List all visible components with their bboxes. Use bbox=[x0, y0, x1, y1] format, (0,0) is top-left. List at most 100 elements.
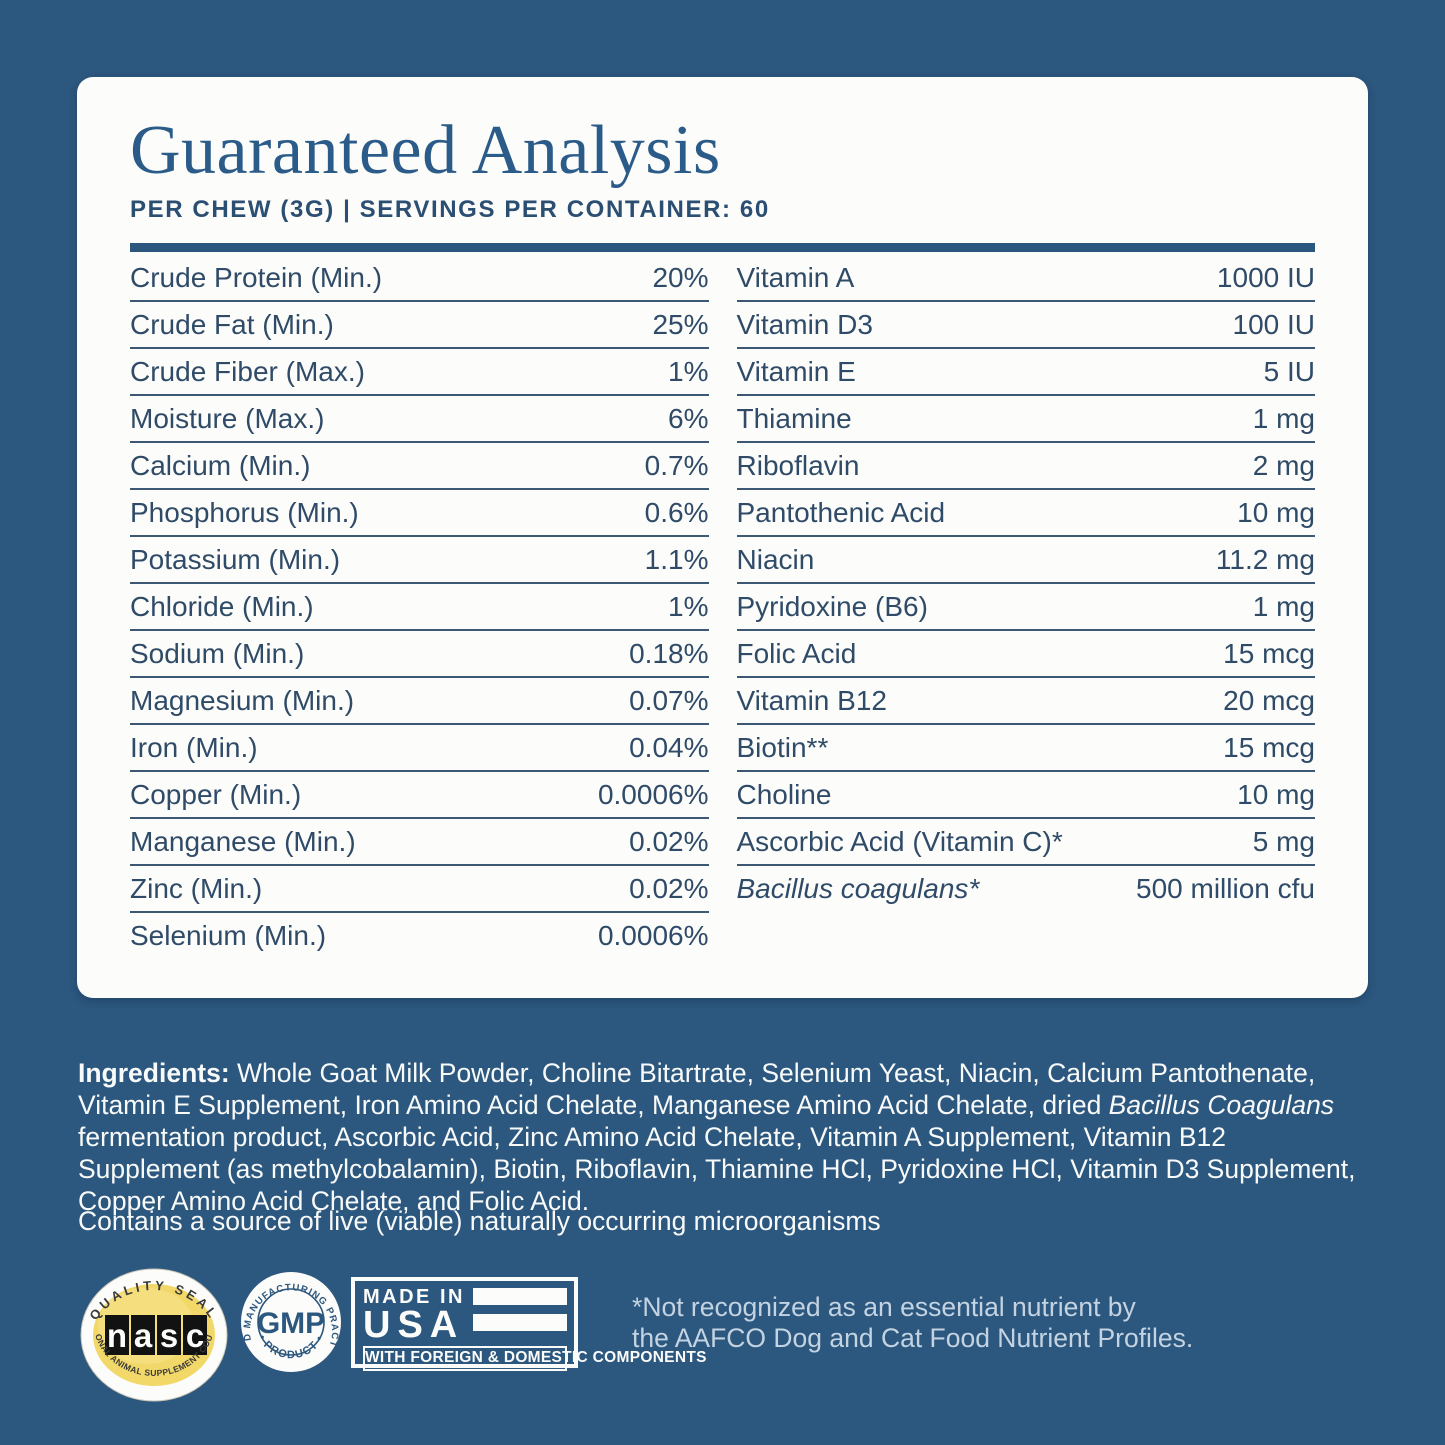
nutrient-value: 500 million cfu bbox=[1136, 872, 1315, 904]
serving-info: PER CHEW (3G) | SERVINGS PER CONTAINER: … bbox=[130, 196, 770, 223]
nutrient-value: 11.2 mg bbox=[1215, 543, 1315, 575]
guaranteed-analysis-card: Guaranteed Analysis PER CHEW (3G) | SERV… bbox=[77, 77, 1368, 998]
nutrient-name: Phosphorus (Min.) bbox=[130, 496, 359, 528]
usa-badge-top: MADE IN USA bbox=[363, 1286, 567, 1344]
nutrient-value: 25% bbox=[652, 308, 709, 340]
footnote-line-2: the AAFCO Dog and Cat Food Nutrient Prof… bbox=[632, 1323, 1194, 1353]
ingredients-paragraph: Ingredients: Whole Goat Milk Powder, Cho… bbox=[78, 1057, 1370, 1217]
nutrient-name: Selenium (Min.) bbox=[130, 919, 327, 951]
nutrient-value: 2 mg bbox=[1252, 449, 1315, 481]
analysis-row: Biotin** 15 mcg bbox=[736, 725, 1315, 772]
analysis-row: Folic Acid 15 mcg bbox=[736, 631, 1315, 678]
nutrient-value: 6% bbox=[668, 402, 709, 434]
nutrient-value: 1.1% bbox=[644, 543, 709, 575]
nutrient-value: 15 mcg bbox=[1223, 637, 1315, 669]
nutrient-value: 20% bbox=[652, 261, 709, 293]
ingredients-label: Ingredients: bbox=[78, 1057, 230, 1088]
analysis-row: Pyridoxine (B6) 1 mg bbox=[736, 584, 1315, 631]
nutrient-value: 5 IU bbox=[1263, 355, 1315, 387]
analysis-row: Vitamin A 1000 IU bbox=[736, 255, 1315, 302]
analysis-row: Manganese (Min.) 0.02% bbox=[130, 819, 709, 866]
aafco-footnote: *Not recognized as an essential nutrient… bbox=[632, 1292, 1193, 1354]
analysis-row: Thiamine 1 mg bbox=[736, 396, 1315, 443]
nutrient-value: 0.07% bbox=[629, 684, 709, 716]
usa-components-strip: WITH FOREIGN & DOMESTIC COMPONENTS bbox=[363, 1346, 706, 1371]
nutrient-value: 100 IU bbox=[1232, 308, 1316, 340]
made-in-text: MADE IN bbox=[363, 1286, 465, 1308]
nutrient-name: Chloride (Min.) bbox=[130, 590, 314, 622]
nutrient-name: Copper (Min.) bbox=[130, 778, 302, 810]
nutrient-name: Magnesium (Min.) bbox=[130, 684, 355, 716]
nutrient-value: 1000 IU bbox=[1216, 261, 1315, 293]
nutrient-name: Manganese (Min.) bbox=[130, 825, 356, 857]
analysis-row: Phosphorus (Min.) 0.6% bbox=[130, 490, 709, 537]
nutrient-name: Crude Fiber (Max.) bbox=[130, 355, 365, 387]
divider-rule bbox=[130, 243, 1315, 252]
nutrient-name: Sodium (Min.) bbox=[130, 637, 305, 669]
contains-statement: Contains a source of live (viable) natur… bbox=[78, 1206, 881, 1236]
nutrient-value: 0.7% bbox=[644, 449, 709, 481]
nutrient-name: Iron (Min.) bbox=[130, 731, 258, 763]
nutrient-name: Riboflavin bbox=[736, 449, 860, 481]
analysis-row: Zinc (Min.) 0.02% bbox=[130, 866, 709, 913]
analysis-row: Selenium (Min.) 0.0006% bbox=[130, 913, 709, 958]
nutrient-value: 5 mg bbox=[1252, 825, 1315, 857]
nutrient-name: Vitamin A bbox=[736, 261, 855, 293]
ingredients-text-1: Whole Goat Milk Powder, Choline Bitartra… bbox=[78, 1057, 1316, 1120]
analysis-row: Niacin 11.2 mg bbox=[736, 537, 1315, 584]
usa-flag-stripes-icon bbox=[465, 1286, 567, 1342]
gmp-seal-icon: GOOD MANUFACTURING PRACTICE • PRODUCT • … bbox=[236, 1263, 341, 1372]
nutrient-value: 1 mg bbox=[1252, 590, 1315, 622]
analysis-row: Pantothenic Acid 10 mg bbox=[736, 490, 1315, 537]
nutrient-name: Niacin bbox=[736, 543, 815, 575]
footnote-line-1: *Not recognized as an essential nutrient… bbox=[632, 1292, 1136, 1322]
nutrient-name: Crude Protein (Min.) bbox=[130, 261, 383, 293]
analysis-row: Crude Protein (Min.) 20% bbox=[130, 255, 709, 302]
analysis-row: Choline 10 mg bbox=[736, 772, 1315, 819]
nutrient-name: Pantothenic Acid bbox=[736, 496, 946, 528]
analysis-row: Copper (Min.) 0.0006% bbox=[130, 772, 709, 819]
analysis-row: Vitamin D3 100 IU bbox=[736, 302, 1316, 349]
nutrient-name: Potassium (Min.) bbox=[130, 543, 341, 575]
nutrient-value: 1 mg bbox=[1252, 402, 1315, 434]
nutrient-value: 0.18% bbox=[629, 637, 709, 669]
analysis-row: Calcium (Min.) 0.7% bbox=[130, 443, 709, 490]
gmp-badge: GOOD MANUFACTURING PRACTICE • PRODUCT • … bbox=[236, 1263, 342, 1373]
nutrient-value: 20 mcg bbox=[1223, 684, 1315, 716]
gmp-center-text: GMP bbox=[257, 1307, 325, 1340]
nutrient-name: Ascorbic Acid (Vitamin C)* bbox=[736, 825, 1063, 857]
analysis-row: Sodium (Min.) 0.18% bbox=[130, 631, 709, 678]
analysis-row: Bacillus coagulans* 500 million cfu bbox=[737, 866, 1316, 911]
nutrient-value: 0.02% bbox=[629, 825, 709, 857]
nutrient-value: 0.02% bbox=[629, 872, 709, 904]
nutrient-name: Vitamin D3 bbox=[736, 308, 873, 340]
ingredients-italic-species: Bacillus Coagulans bbox=[1108, 1089, 1335, 1120]
analysis-column-left: Crude Protein (Min.) 20% Crude Fat (Min.… bbox=[130, 255, 709, 958]
analysis-row: Moisture (Max.) 6% bbox=[130, 396, 709, 443]
nutrient-value: 15 mcg bbox=[1223, 731, 1315, 763]
analysis-row: Chloride (Min.) 1% bbox=[130, 584, 709, 631]
analysis-row: Potassium (Min.) 1.1% bbox=[130, 537, 709, 584]
nutrient-value: 10 mg bbox=[1237, 496, 1315, 528]
nutrient-value: 0.0006% bbox=[597, 778, 709, 810]
nutrient-name: Zinc (Min.) bbox=[130, 872, 263, 904]
nutrient-name: Choline bbox=[736, 778, 832, 810]
nutrient-name: Thiamine bbox=[736, 402, 852, 434]
nutrient-name: Folic Acid bbox=[736, 637, 857, 669]
made-in-usa-badge: MADE IN USA WITH FOREIGN & DOMESTIC COMP… bbox=[351, 1277, 706, 1371]
analysis-row: Magnesium (Min.) 0.07% bbox=[130, 678, 709, 725]
analysis-row: Crude Fiber (Max.) 1% bbox=[130, 349, 709, 396]
analysis-row: Riboflavin 2 mg bbox=[736, 443, 1315, 490]
nutrient-name: Vitamin E bbox=[736, 355, 856, 387]
nutrient-name: Pyridoxine (B6) bbox=[736, 590, 928, 622]
nutrient-name: Calcium (Min.) bbox=[130, 449, 311, 481]
nutrient-value: 0.6% bbox=[644, 496, 709, 528]
analysis-row: Iron (Min.) 0.04% bbox=[130, 725, 709, 772]
analysis-row: Ascorbic Acid (Vitamin C)* 5 mg bbox=[736, 819, 1315, 866]
nutrient-value: 1% bbox=[668, 590, 709, 622]
nutrient-name: Biotin** bbox=[736, 731, 829, 763]
